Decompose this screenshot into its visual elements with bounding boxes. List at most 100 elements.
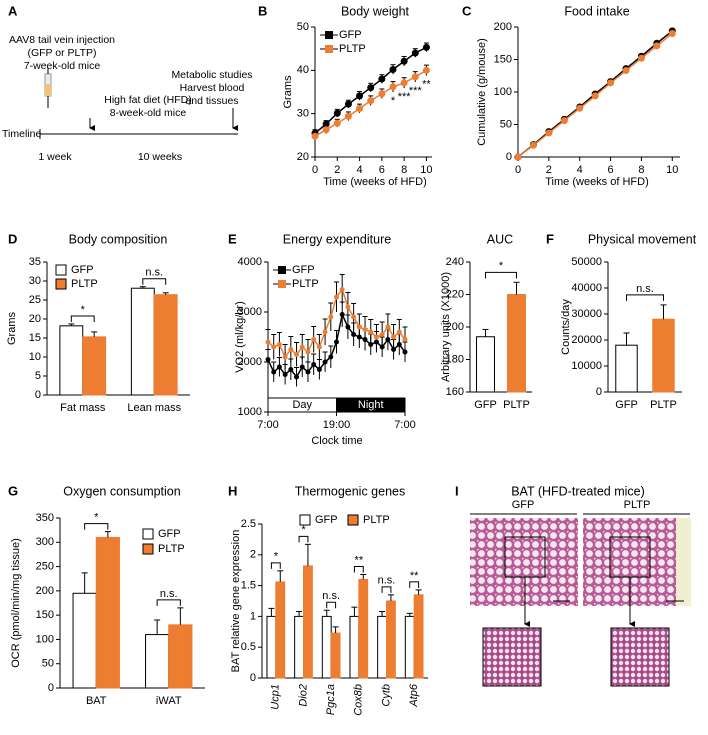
y-tick-label: 50000 bbox=[571, 256, 602, 268]
x-tick-label: Cytb bbox=[380, 684, 392, 707]
text: Metabolic studies bbox=[171, 69, 252, 81]
point bbox=[311, 362, 317, 367]
bar bbox=[413, 594, 424, 679]
chart-title: AUC bbox=[487, 232, 513, 246]
point bbox=[344, 112, 352, 120]
point bbox=[316, 367, 322, 372]
point bbox=[356, 324, 362, 330]
bar bbox=[153, 294, 178, 396]
y-tick-label: 30000 bbox=[571, 308, 602, 320]
legend-label: PLTP bbox=[71, 278, 98, 290]
sig-bracket bbox=[70, 315, 95, 322]
x-axis-label: Time (weeks of HFD) bbox=[323, 176, 427, 188]
sig-bracket bbox=[381, 586, 392, 593]
legend-label: GFP bbox=[158, 528, 181, 540]
point bbox=[560, 117, 568, 125]
point bbox=[322, 126, 330, 134]
sig-bracket bbox=[270, 562, 281, 569]
x-tick-label: 10 bbox=[420, 164, 432, 176]
bar bbox=[386, 600, 396, 679]
y-tick-label: 10 bbox=[29, 351, 41, 363]
y-tick-label: 1000 bbox=[238, 406, 262, 418]
legend-swatch bbox=[142, 543, 154, 555]
x-tick-label: Ucp1 bbox=[270, 684, 282, 710]
point bbox=[637, 54, 645, 62]
panel-label: G bbox=[8, 483, 18, 498]
point bbox=[389, 65, 397, 73]
point bbox=[378, 75, 386, 83]
bar bbox=[82, 336, 107, 396]
point bbox=[545, 129, 553, 137]
point bbox=[668, 30, 676, 37]
sig-bracket bbox=[485, 271, 517, 279]
x-tick-label: 6 bbox=[379, 164, 385, 176]
point bbox=[334, 294, 339, 300]
bar bbox=[507, 294, 526, 393]
point bbox=[299, 364, 305, 370]
y-tick-label: 160 bbox=[446, 386, 464, 398]
x-axis-label: Time (weeks of HFD) bbox=[545, 176, 649, 188]
point bbox=[356, 92, 364, 100]
point bbox=[322, 329, 328, 335]
text: 7-week-old mice bbox=[24, 60, 101, 72]
sig-bracket bbox=[353, 566, 364, 573]
y-tick-label: 40000 bbox=[571, 282, 602, 294]
point bbox=[400, 79, 408, 87]
legend-swatch bbox=[278, 266, 286, 274]
x-tick-label: 8 bbox=[401, 164, 407, 176]
bar bbox=[476, 336, 495, 393]
panel-label: D bbox=[8, 231, 17, 246]
point bbox=[607, 79, 615, 87]
point bbox=[288, 347, 294, 352]
legend-swatch bbox=[55, 278, 67, 290]
y-tick-label: 220 bbox=[446, 288, 464, 300]
text: 8-week-old mice bbox=[110, 107, 187, 119]
y-tick-label: 2 bbox=[250, 549, 256, 561]
legend-label: GFP bbox=[339, 29, 362, 41]
y-tick-label: 150 bbox=[494, 53, 512, 65]
point bbox=[271, 369, 277, 375]
point bbox=[362, 327, 368, 332]
bar bbox=[615, 344, 638, 393]
significance: n.s. bbox=[636, 283, 654, 295]
significance: ** bbox=[422, 78, 431, 90]
text: 1 week bbox=[38, 151, 72, 163]
y-axis-label: OCR (pmol/min/mg tissue) bbox=[10, 538, 22, 668]
point bbox=[385, 324, 391, 330]
histology-image bbox=[583, 518, 691, 606]
syringe bbox=[44, 68, 52, 108]
point bbox=[653, 42, 661, 50]
significance: * bbox=[81, 304, 86, 316]
text: Timeline bbox=[2, 128, 41, 140]
y-tick-label: 100 bbox=[494, 86, 512, 98]
x-axis-label: Clock time bbox=[311, 435, 362, 447]
panel-label: F bbox=[546, 231, 554, 246]
panel-label: B bbox=[258, 3, 267, 18]
bar bbox=[266, 615, 277, 679]
point bbox=[316, 344, 322, 350]
point bbox=[373, 334, 379, 340]
y-tick-label: 50 bbox=[297, 21, 309, 33]
bar bbox=[145, 634, 170, 689]
group-label: PLTP bbox=[624, 499, 651, 511]
x-tick-label: Cox8b bbox=[353, 684, 365, 716]
point bbox=[276, 364, 282, 370]
y-tick-label: 25 bbox=[29, 294, 41, 306]
phase-label: Night bbox=[358, 399, 384, 411]
point bbox=[339, 312, 345, 317]
y-axis-label: Arbitrary units (X1000) bbox=[440, 272, 452, 382]
significance: * bbox=[94, 512, 99, 524]
sig-bracket bbox=[156, 599, 181, 606]
point bbox=[422, 66, 430, 74]
point bbox=[351, 332, 357, 337]
inset-image bbox=[610, 627, 670, 687]
y-tick-label: 3000 bbox=[238, 306, 262, 318]
point bbox=[265, 357, 271, 362]
x-tick-label: 7:00 bbox=[394, 419, 415, 431]
text: AAV8 tail vein injection bbox=[9, 34, 115, 46]
x-tick-label: Lean mass bbox=[127, 402, 181, 414]
bar bbox=[95, 536, 120, 689]
x-tick-label: 2 bbox=[334, 164, 340, 176]
significance: *** bbox=[409, 85, 423, 97]
